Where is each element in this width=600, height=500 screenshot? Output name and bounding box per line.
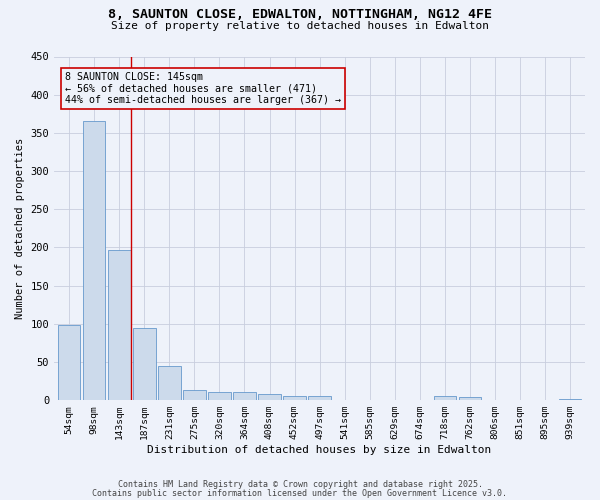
Bar bbox=[133, 328, 155, 400]
Bar bbox=[308, 396, 331, 400]
Bar bbox=[83, 122, 106, 400]
Y-axis label: Number of detached properties: Number of detached properties bbox=[15, 138, 25, 319]
Text: 8, SAUNTON CLOSE, EDWALTON, NOTTINGHAM, NG12 4FE: 8, SAUNTON CLOSE, EDWALTON, NOTTINGHAM, … bbox=[108, 8, 492, 20]
Bar bbox=[283, 396, 306, 400]
Text: Contains HM Land Registry data © Crown copyright and database right 2025.: Contains HM Land Registry data © Crown c… bbox=[118, 480, 482, 489]
Bar bbox=[559, 398, 581, 400]
Bar bbox=[183, 390, 206, 400]
Bar bbox=[233, 392, 256, 400]
Text: Contains public sector information licensed under the Open Government Licence v3: Contains public sector information licen… bbox=[92, 488, 508, 498]
Text: 8 SAUNTON CLOSE: 145sqm
← 56% of detached houses are smaller (471)
44% of semi-d: 8 SAUNTON CLOSE: 145sqm ← 56% of detache… bbox=[65, 72, 341, 105]
Bar bbox=[108, 250, 131, 400]
X-axis label: Distribution of detached houses by size in Edwalton: Distribution of detached houses by size … bbox=[148, 445, 492, 455]
Bar bbox=[258, 394, 281, 400]
Bar bbox=[208, 392, 230, 400]
Text: Size of property relative to detached houses in Edwalton: Size of property relative to detached ho… bbox=[111, 21, 489, 31]
Bar bbox=[458, 397, 481, 400]
Bar bbox=[434, 396, 456, 400]
Bar bbox=[58, 326, 80, 400]
Bar bbox=[158, 366, 181, 400]
